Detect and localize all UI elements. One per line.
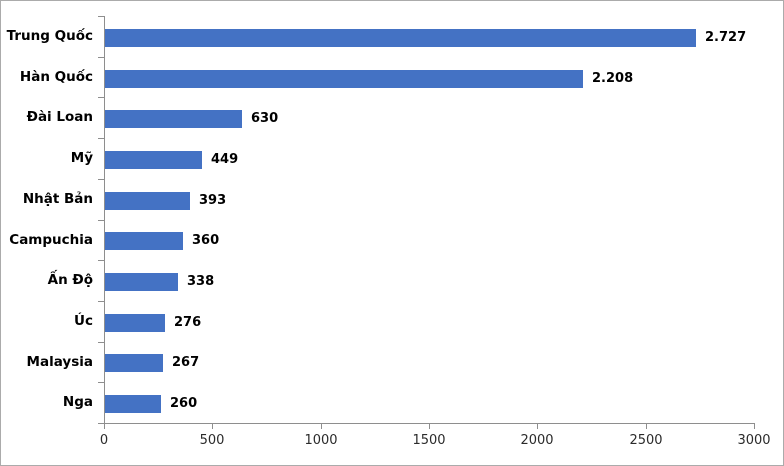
y-axis-tick	[98, 179, 104, 180]
x-axis-tick	[212, 424, 213, 429]
y-axis-tick	[98, 301, 104, 302]
y-axis-tick	[98, 57, 104, 58]
x-axis-tick	[321, 424, 322, 429]
x-axis-tick	[429, 424, 430, 429]
x-axis-tick	[646, 424, 647, 429]
bar	[105, 273, 178, 291]
bar-value-label: 393	[199, 193, 227, 208]
x-axis-line	[104, 423, 755, 424]
y-axis-tick	[98, 16, 104, 17]
bar	[105, 29, 696, 47]
bar	[105, 192, 190, 210]
x-tick-label: 3000	[737, 433, 771, 448]
bar-value-label: 2.727	[705, 30, 747, 45]
y-axis-tick	[98, 382, 104, 383]
y-axis-tick	[98, 138, 104, 139]
x-axis-tick	[754, 424, 755, 429]
category-label: Trung Quốc	[6, 28, 93, 44]
bar	[105, 151, 202, 169]
y-axis-line	[104, 16, 105, 424]
bar-value-label: 267	[172, 355, 200, 370]
category-label: Campuchia	[9, 232, 93, 248]
category-label: Nga	[62, 394, 93, 410]
y-axis-tick	[98, 260, 104, 261]
bar	[105, 314, 165, 332]
x-tick-label: 2000	[520, 433, 554, 448]
bar-value-label: 2.208	[592, 71, 634, 86]
bar	[105, 354, 163, 372]
x-axis-tick	[537, 424, 538, 429]
category-label: Mỹ	[70, 150, 93, 166]
x-tick-label: 2500	[629, 433, 663, 448]
x-tick-label: 1000	[304, 433, 338, 448]
bar-value-label: 630	[251, 111, 279, 126]
bar	[105, 395, 161, 413]
x-axis-tick	[104, 424, 105, 429]
category-label: Hàn Quốc	[19, 69, 93, 85]
y-axis-tick	[98, 220, 104, 221]
bar	[105, 70, 583, 88]
y-axis-tick	[98, 423, 104, 424]
bar	[105, 232, 183, 250]
bar-value-label: 360	[192, 233, 220, 248]
bar-value-label: 260	[170, 396, 198, 411]
x-tick-label: 0	[99, 433, 109, 448]
x-tick-label: 500	[199, 433, 225, 448]
category-label: Nhật Bản	[22, 191, 93, 207]
category-label: Malaysia	[26, 354, 93, 370]
y-axis-tick	[98, 97, 104, 98]
bar-value-label: 338	[187, 274, 215, 289]
category-label: Đài Loan	[26, 109, 93, 125]
category-label: Úc	[74, 313, 93, 329]
bar-value-label: 276	[174, 315, 202, 330]
y-axis-tick	[98, 342, 104, 343]
x-tick-label: 1500	[412, 433, 446, 448]
bar	[105, 110, 242, 128]
bar-value-label: 449	[211, 152, 239, 167]
category-label: Ấn Độ	[47, 272, 93, 288]
